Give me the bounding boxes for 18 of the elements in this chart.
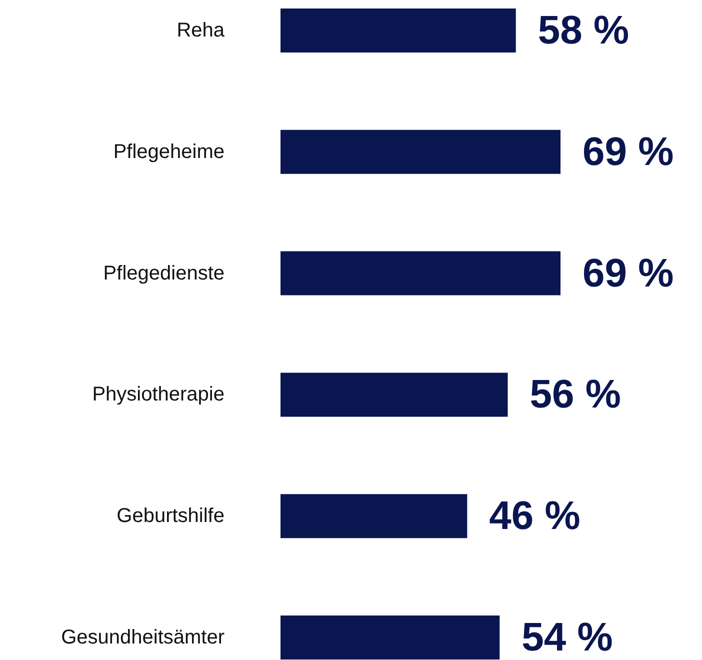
bar	[280, 372, 508, 417]
y-tick-label: Reha	[176, 20, 226, 42]
y-tick-label: Pflegeheime	[113, 140, 225, 163]
bar	[280, 251, 560, 296]
y-tick-label: Gesundheitsämter	[61, 626, 225, 648]
data-label: 46 %	[489, 494, 580, 538]
data-label: 69 %	[582, 251, 674, 296]
data-label: 58 %	[538, 8, 630, 52]
y-tick-label: Physiotherapie	[92, 384, 225, 406]
bar	[280, 616, 500, 660]
bar	[280, 494, 468, 538]
y-tick-label: Pflegedienste	[103, 262, 224, 284]
bar	[280, 130, 560, 174]
y-tick-label: Geburtshilfe	[116, 505, 225, 528]
bar	[280, 8, 516, 52]
data-label: 54 %	[522, 616, 613, 660]
data-label: 56 %	[530, 372, 621, 417]
data-label: 69 %	[582, 130, 674, 174]
